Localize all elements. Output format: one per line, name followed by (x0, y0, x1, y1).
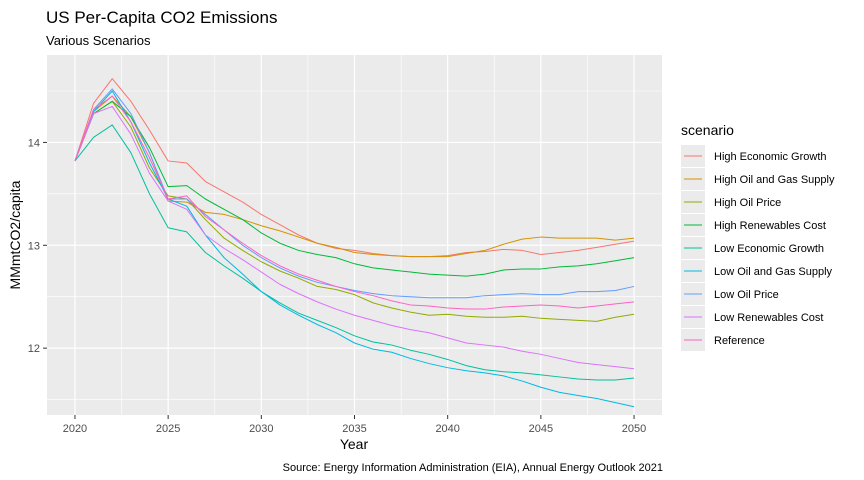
series-line-reference (74, 95, 635, 310)
legend-label-reference: Reference (714, 335, 765, 347)
chart-title: US Per-Capita CO2 Emissions (46, 8, 277, 27)
legend-label-high-oil-price: High Oil Price (714, 197, 781, 209)
x-tick-label: 2045 (529, 423, 553, 435)
legend-label-low-oil-and-gas-supply: Low Oil and Gas Supply (714, 266, 833, 278)
x-tick-label: 2025 (156, 423, 180, 435)
legend: High Economic Growth High Oil and Gas Sup… (681, 145, 835, 351)
legend-title: scenario (681, 122, 734, 138)
legend-label-low-renewables-cost: Low Renewables Cost (714, 312, 823, 324)
series-line-high-economic-growth (74, 78, 635, 258)
legend-label-high-economic-growth: High Economic Growth (714, 151, 827, 163)
chart-subtitle: Various Scenarios (46, 33, 151, 48)
series-lines (74, 78, 635, 408)
y-tick-label: 12 (28, 343, 40, 355)
x-tick-label: 2030 (249, 423, 273, 435)
series-line-low-renewables-cost (74, 105, 635, 370)
legend-label-high-renewables-cost: High Renewables Cost (714, 220, 826, 232)
x-tick-label: 2040 (435, 423, 459, 435)
legend-label-low-economic-growth: Low Economic Growth (714, 243, 824, 255)
y-axis-title: MMmtCO2/capita (7, 180, 23, 289)
series-line-low-economic-growth (74, 124, 635, 381)
series-line-high-oil-price (74, 100, 635, 322)
legend-label-low-oil-price: Low Oil Price (714, 289, 779, 301)
source-caption: Source: Energy Information Administratio… (283, 462, 663, 474)
y-axis: 12 13 14 (28, 137, 47, 355)
x-tick-label: 2020 (63, 423, 87, 435)
x-axis-title: Year (340, 436, 369, 452)
series-line-high-renewables-cost (74, 100, 635, 277)
x-axis: 2020 2025 2030 2035 2040 2045 2050 (63, 415, 646, 435)
major-gridlines (47, 55, 662, 415)
x-tick-label: 2035 (342, 423, 366, 435)
x-tick-label: 2050 (622, 423, 646, 435)
legend-label-high-oil-and-gas-supply: High Oil and Gas Supply (714, 174, 835, 186)
y-tick-label: 13 (28, 240, 40, 252)
y-tick-label: 14 (28, 137, 40, 149)
